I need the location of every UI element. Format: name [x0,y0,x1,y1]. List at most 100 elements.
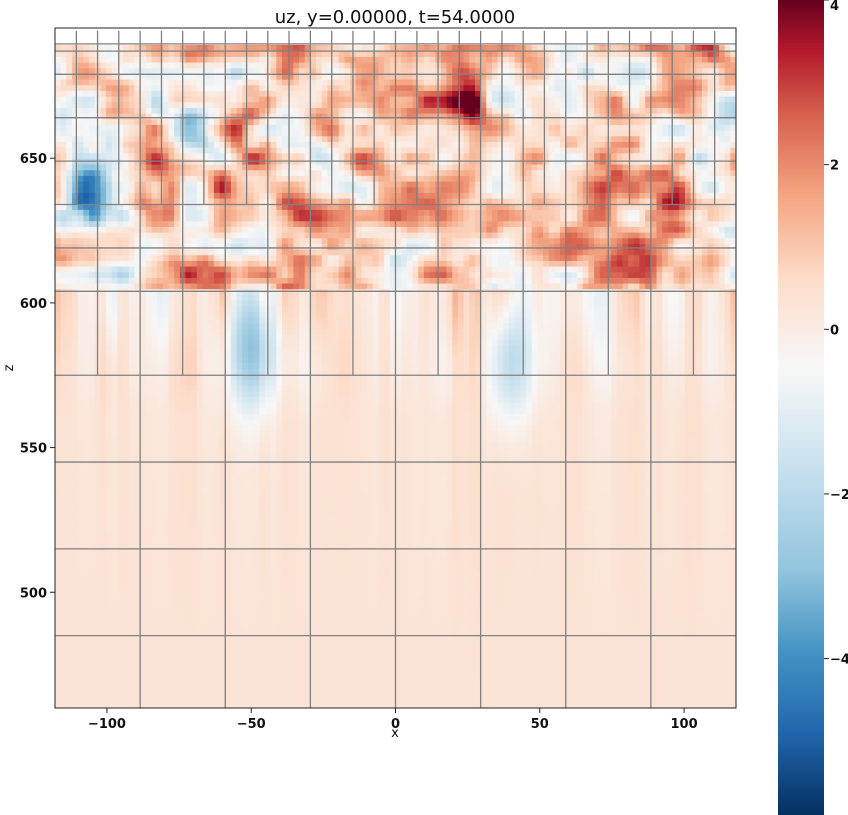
heatmap-cell [230,430,238,437]
heatmap-cell [128,186,136,193]
heatmap-cell [236,470,243,477]
heatmap-cell [117,266,124,273]
heatmap-cell [168,243,175,250]
heatmap-cell [282,322,289,329]
heatmap-cell [134,509,141,516]
heatmap-cell [66,345,73,352]
heatmap-cell [219,73,226,80]
heatmap-cell [140,487,147,494]
heatmap-cell [140,702,147,708]
heatmap-cell [202,623,209,630]
heatmap-cell [111,600,119,607]
heatmap-cell [247,685,255,692]
heatmap-cell [236,328,243,335]
heatmap-cell [106,651,113,658]
heatmap-cell [247,379,255,386]
heatmap-cell [72,441,79,448]
heatmap-cell [140,419,147,426]
heatmap-cell [60,407,67,414]
heatmap-cell [270,521,277,528]
heatmap-cell [208,84,215,91]
heatmap-cell [287,390,294,397]
heatmap-cell [230,294,238,301]
heatmap-cell [196,305,204,312]
heatmap-cell [225,492,232,499]
heatmap-cell [174,515,181,522]
heatmap-cell [253,107,260,114]
heatmap-cell [202,645,209,652]
heatmap-cell [55,300,62,307]
heatmap-cell [123,577,130,584]
heatmap-cell [208,566,215,573]
heatmap-cell [213,164,221,171]
heatmap-cell [225,657,232,664]
heatmap-cell [185,481,192,488]
heatmap-cell [230,594,238,601]
heatmap-cell [282,249,289,256]
heatmap-cell [174,504,181,511]
heatmap-cell [106,226,113,233]
heatmap-cell [208,215,215,222]
heatmap-cell [282,447,289,454]
heatmap-cell [247,668,255,675]
heatmap-cell [123,79,130,86]
heatmap-cell [157,368,164,375]
heatmap-cell [100,62,107,69]
heatmap-cell [253,198,260,205]
heatmap-cell [145,572,153,579]
heatmap-cell [213,640,221,647]
heatmap-cell [117,475,124,482]
heatmap-cell [168,555,175,562]
heatmap-cell [145,73,153,80]
heatmap-cell [270,45,277,52]
heatmap-cell [117,334,124,341]
heatmap-cell [287,521,294,528]
heatmap-cell [72,662,79,669]
heatmap-cell [111,266,119,273]
heatmap-cell [140,430,147,437]
heatmap-cell [242,572,249,579]
heatmap-cell [191,538,198,545]
heatmap-cell [72,402,79,409]
heatmap-cell [123,50,130,57]
heatmap-cell [151,679,158,686]
heatmap-cell [151,84,158,91]
heatmap-cell [162,96,170,103]
heatmap-cell [225,254,232,261]
heatmap-cell [117,668,124,675]
heatmap-cell [140,662,147,669]
heatmap-cell [117,118,124,125]
heatmap-cell [89,232,96,239]
heatmap-cell [213,328,221,335]
heatmap-cell [83,470,90,477]
heatmap-cell [213,209,221,216]
heatmap-cell [253,685,260,692]
heatmap-cell [213,441,221,448]
heatmap-cell [242,407,249,414]
heatmap-cell [111,67,119,74]
heatmap-cell [60,243,67,250]
heatmap-cell [276,84,283,91]
heatmap-cell [202,702,209,708]
heatmap-cell [72,521,79,528]
heatmap-cell [259,67,266,74]
heatmap-cell [287,617,294,624]
heatmap-cell [259,390,266,397]
heatmap-cell [117,572,124,579]
heatmap-cell [77,634,84,641]
heatmap-cell [151,198,158,205]
heatmap-cell [140,79,147,86]
heatmap-cell [264,430,272,437]
heatmap-cell [157,322,164,329]
heatmap-cell [145,294,153,301]
heatmap-cell [196,662,204,669]
heatmap-cell [83,317,90,324]
heatmap-cell [72,577,79,584]
heatmap-cell [270,328,277,335]
heatmap-cell [168,186,175,193]
heatmap-cell [208,396,215,403]
heatmap-cell [191,203,198,210]
heatmap-cell [287,396,294,403]
heatmap-cell [60,668,67,675]
heatmap-cell [191,50,198,57]
